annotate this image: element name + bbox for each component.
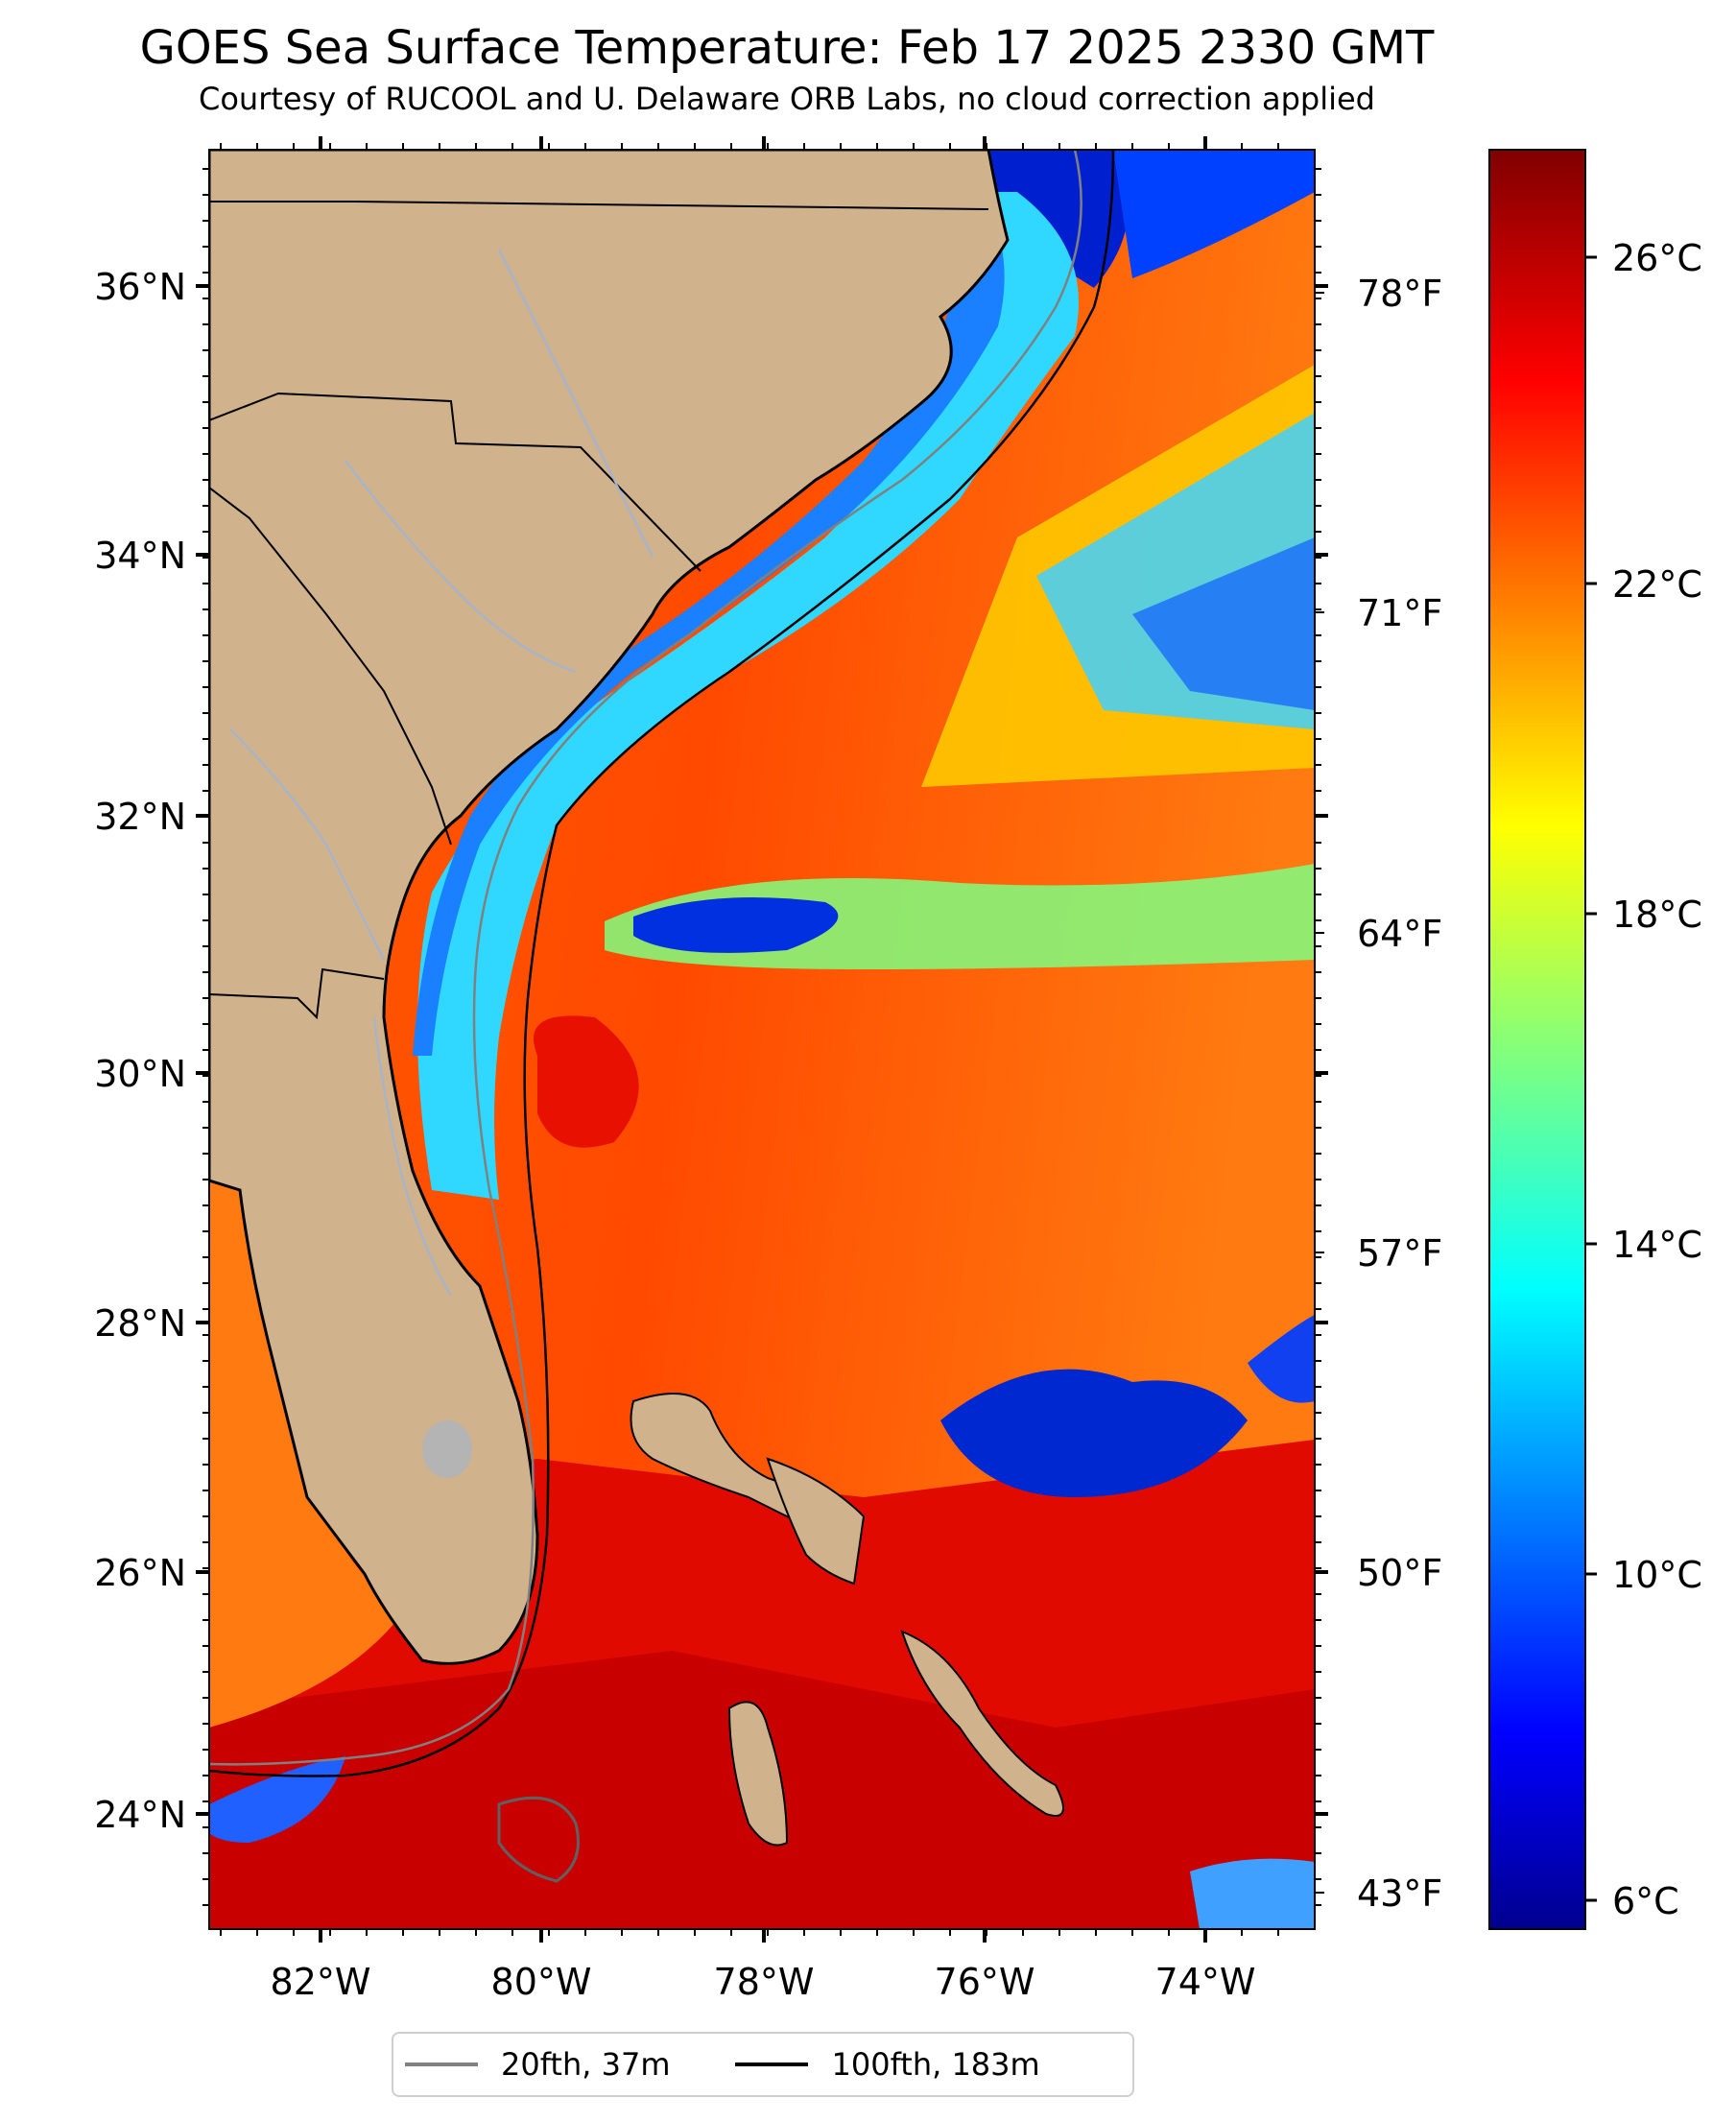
lat-label-28n: 28°N [94, 1302, 186, 1345]
eleuthera [900, 1630, 1064, 1817]
north-cold-waters [979, 150, 1129, 288]
cold-patch-east [1248, 1315, 1315, 1403]
river-4 [373, 1016, 452, 1297]
nc-sc-border [209, 392, 702, 572]
legend-item-20fth: 20fth, 37m [393, 2046, 670, 2083]
cbar-label-18c: 18°C [1612, 894, 1702, 936]
southeast-us-land [209, 150, 1010, 1665]
lon-label-82w: 82°W [271, 1961, 371, 2003]
lake-okeechobee [422, 1420, 472, 1478]
contour-20fth [209, 150, 1082, 1766]
abaco [766, 1457, 866, 1586]
cbar-label-26c: 26°C [1612, 237, 1702, 279]
fahrenheit-ticks: 78°F 71°F 64°F 57°F 50°F 43°F [1315, 273, 1442, 1915]
colorbar [1488, 149, 1586, 1930]
contour-100fth [209, 150, 1115, 1777]
legend-label-20fth: 20fth, 37m [501, 2046, 671, 2083]
lat-label-30n: 30°N [94, 1053, 186, 1095]
cbar-label-22c: 22°C [1612, 563, 1702, 606]
offshore-blue-streaks [1132, 537, 1315, 710]
legend-swatch-100fth [735, 2062, 809, 2066]
map-area [209, 150, 1315, 1929]
lat-label-32n: 32°N [94, 796, 186, 838]
f-label-71f: 71°F [1357, 592, 1442, 634]
ga-fl-border [209, 967, 385, 1020]
lat-label-34n: 34°N [94, 535, 186, 577]
f-label-78f: 78°F [1357, 273, 1442, 315]
river-1 [498, 249, 654, 558]
lat-label-36n: 36°N [94, 266, 186, 308]
legend-label-100fth: 100fth, 183m [831, 2046, 1040, 2083]
longitude-ticks: 82°W 80°W 78°W 76°W 74°W [220, 136, 1279, 2003]
map-title: GOES Sea Surface Temperature: Feb 17 202… [139, 21, 1435, 75]
cbar-label-6c: 6°C [1612, 1880, 1679, 1922]
north-blue-waters [1113, 150, 1315, 278]
f-label-50f: 50°F [1357, 1552, 1442, 1594]
colorbar-ticks: 26°C 22°C 18°C 14°C 10°C 6°C [1585, 237, 1702, 1922]
cold-patch-southwest [209, 1756, 345, 1843]
cbar-label-14c: 14°C [1612, 1224, 1702, 1266]
lon-label-74w: 74°W [1155, 1961, 1256, 2003]
gulf-of-mexico [209, 1180, 403, 1728]
andros [727, 1701, 789, 1847]
river-3 [229, 728, 385, 961]
river-2 [345, 460, 577, 673]
lon-label-78w: 78°W [714, 1961, 815, 2003]
map-subtitle: Courtesy of RUCOOL and U. Delaware ORB L… [199, 81, 1375, 117]
lat-label-26n: 26°N [94, 1552, 186, 1594]
lon-label-76w: 76°W [935, 1961, 1035, 2003]
sc-ga-border [209, 487, 452, 846]
legend: 20fth, 37m 100fth, 183m [392, 2032, 1134, 2097]
lat-label-24n: 24°N [94, 1794, 186, 1836]
cay-sal-bank [497, 1796, 580, 1883]
va-nc-border [209, 201, 989, 210]
lon-label-80w: 80°W [491, 1961, 592, 2003]
f-label-43f: 43°F [1357, 1872, 1442, 1915]
cold-eddy-core [633, 897, 839, 953]
latitude-ticks: 36°N 34°N 32°N 30°N 28°N 26°N 24°N [94, 168, 1328, 1906]
cold-filament-east [940, 1369, 1248, 1497]
cbar-label-10c: 10°C [1612, 1554, 1702, 1596]
f-label-64f: 64°F [1357, 913, 1442, 955]
f-label-57f: 57°F [1357, 1232, 1442, 1275]
gulf-stream-core [534, 1015, 639, 1148]
legend-item-100fth: 100fth, 183m [724, 2046, 1040, 2083]
legend-swatch-20fth [405, 2062, 478, 2066]
cold-patch-southeast [1190, 1858, 1315, 1929]
